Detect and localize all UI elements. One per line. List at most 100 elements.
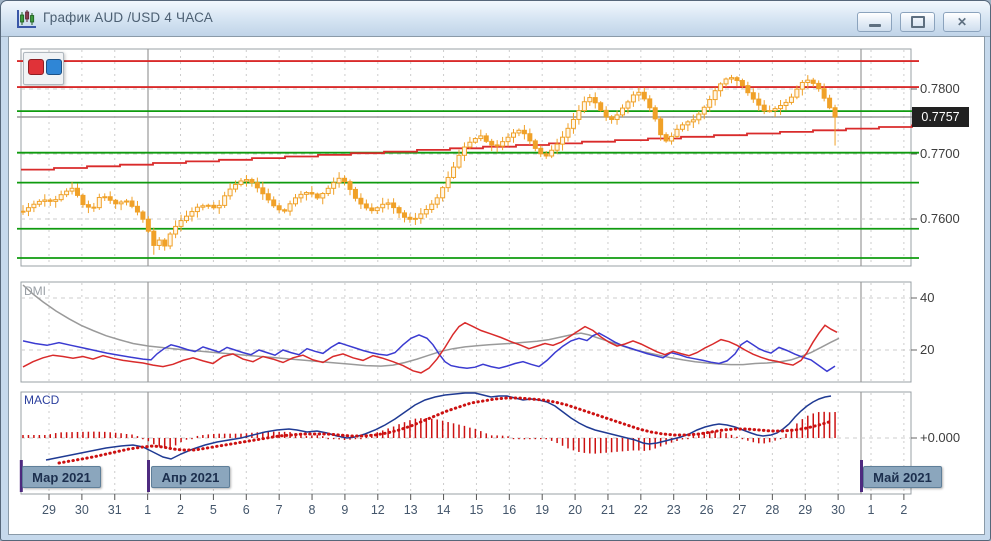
date-label: 7 (275, 503, 283, 517)
candle-body (58, 194, 64, 201)
date-label: 16 (502, 503, 517, 517)
candle-body (532, 140, 538, 149)
candle-body (461, 146, 467, 156)
candle-body (669, 135, 675, 142)
candle-body (592, 97, 598, 104)
candle-body (679, 124, 685, 130)
candle-body (124, 200, 130, 203)
close-button[interactable]: ✕ (943, 12, 981, 32)
candle-body (64, 190, 70, 196)
candle-body (505, 136, 511, 143)
date-label: 30 (831, 503, 846, 517)
candle-body (282, 209, 288, 212)
candle-body (363, 203, 369, 209)
candle-body (222, 195, 228, 206)
candle-body (260, 187, 266, 195)
red-marker-button[interactable] (28, 59, 44, 75)
dmi-panel[interactable] (20, 281, 912, 383)
month-marker-bar (19, 460, 23, 492)
candle-body (478, 135, 484, 140)
candle-body (233, 183, 239, 190)
date-label: 29 (798, 503, 813, 517)
candle-body (336, 177, 342, 184)
dmi-plus-di-line (22, 321, 838, 374)
candle-body (658, 118, 664, 136)
candle-body (554, 143, 560, 151)
minimize-button[interactable] (857, 12, 892, 32)
macd-panel-label: MACD (24, 393, 60, 407)
date-label: 8 (308, 503, 316, 517)
candle-body (380, 203, 386, 209)
candle-body (396, 207, 402, 214)
candle-body (107, 196, 113, 201)
candle-body (636, 91, 642, 96)
legend-toolbar (23, 52, 64, 85)
date-label: 12 (370, 503, 385, 517)
candle-body (194, 206, 200, 213)
candle-body (358, 197, 364, 205)
candle-body (151, 230, 157, 246)
candle-body (276, 205, 282, 211)
dmi-tick-label: 20 (920, 342, 935, 357)
candle-body (799, 81, 805, 90)
candle-body (249, 179, 255, 184)
candle-body (549, 149, 555, 157)
candle-body (69, 187, 75, 192)
candle-body (500, 141, 506, 147)
date-label: 2 (177, 503, 184, 517)
candle-body (167, 233, 173, 247)
candle-body (298, 193, 304, 199)
candle-body (402, 212, 407, 218)
minimize-icon (868, 23, 881, 27)
candle-body (761, 104, 767, 112)
candle-body (320, 193, 326, 199)
candle-body (767, 110, 773, 113)
candle-body (374, 207, 380, 212)
candle-body (211, 204, 217, 209)
candle-body (810, 79, 816, 84)
candle-body (456, 154, 462, 168)
date-label: 5 (209, 503, 217, 517)
candle-body (772, 108, 778, 112)
candle-body (581, 101, 587, 112)
maximize-button[interactable] (900, 12, 935, 32)
month-badge-mar: Мар 2021 (22, 466, 101, 488)
month-marker-bar (147, 460, 150, 492)
candle-body (369, 207, 375, 212)
price-panel[interactable] (20, 48, 912, 267)
candle-body (205, 204, 211, 207)
candle-body (641, 91, 647, 100)
candle-body (434, 197, 440, 205)
close-icon: ✕ (956, 15, 968, 29)
date-label: 6 (242, 503, 250, 517)
candle-body (53, 199, 59, 202)
candlestick-chart-icon (17, 10, 36, 28)
candle-body (609, 116, 615, 121)
candle-body (832, 107, 838, 118)
candle-body (271, 199, 277, 207)
candle-body (538, 147, 544, 155)
date-label: 15 (469, 503, 484, 517)
candle-body (756, 98, 762, 106)
date-label: 28 (765, 503, 780, 517)
date-label: 1 (867, 503, 875, 517)
candle-body (701, 106, 707, 115)
candle-body (511, 132, 516, 138)
candle-body (325, 187, 331, 195)
candle-body (412, 217, 418, 220)
candle-body (603, 109, 609, 118)
current-price-badge: 0.7757 (912, 107, 969, 127)
dmi-group (22, 284, 840, 374)
candle-body (745, 85, 751, 94)
dmi-minus-di-line (22, 332, 836, 373)
title-bar[interactable]: График AUD /USD 4 ЧАСА ✕ (1, 1, 990, 37)
candle-body (113, 199, 119, 205)
candle-body (80, 194, 86, 206)
candle-body (625, 101, 631, 109)
candle-body (25, 207, 31, 212)
date-label: 27 (732, 503, 747, 517)
blue-marker-button[interactable] (46, 59, 62, 75)
month-marker-bar (860, 460, 863, 492)
